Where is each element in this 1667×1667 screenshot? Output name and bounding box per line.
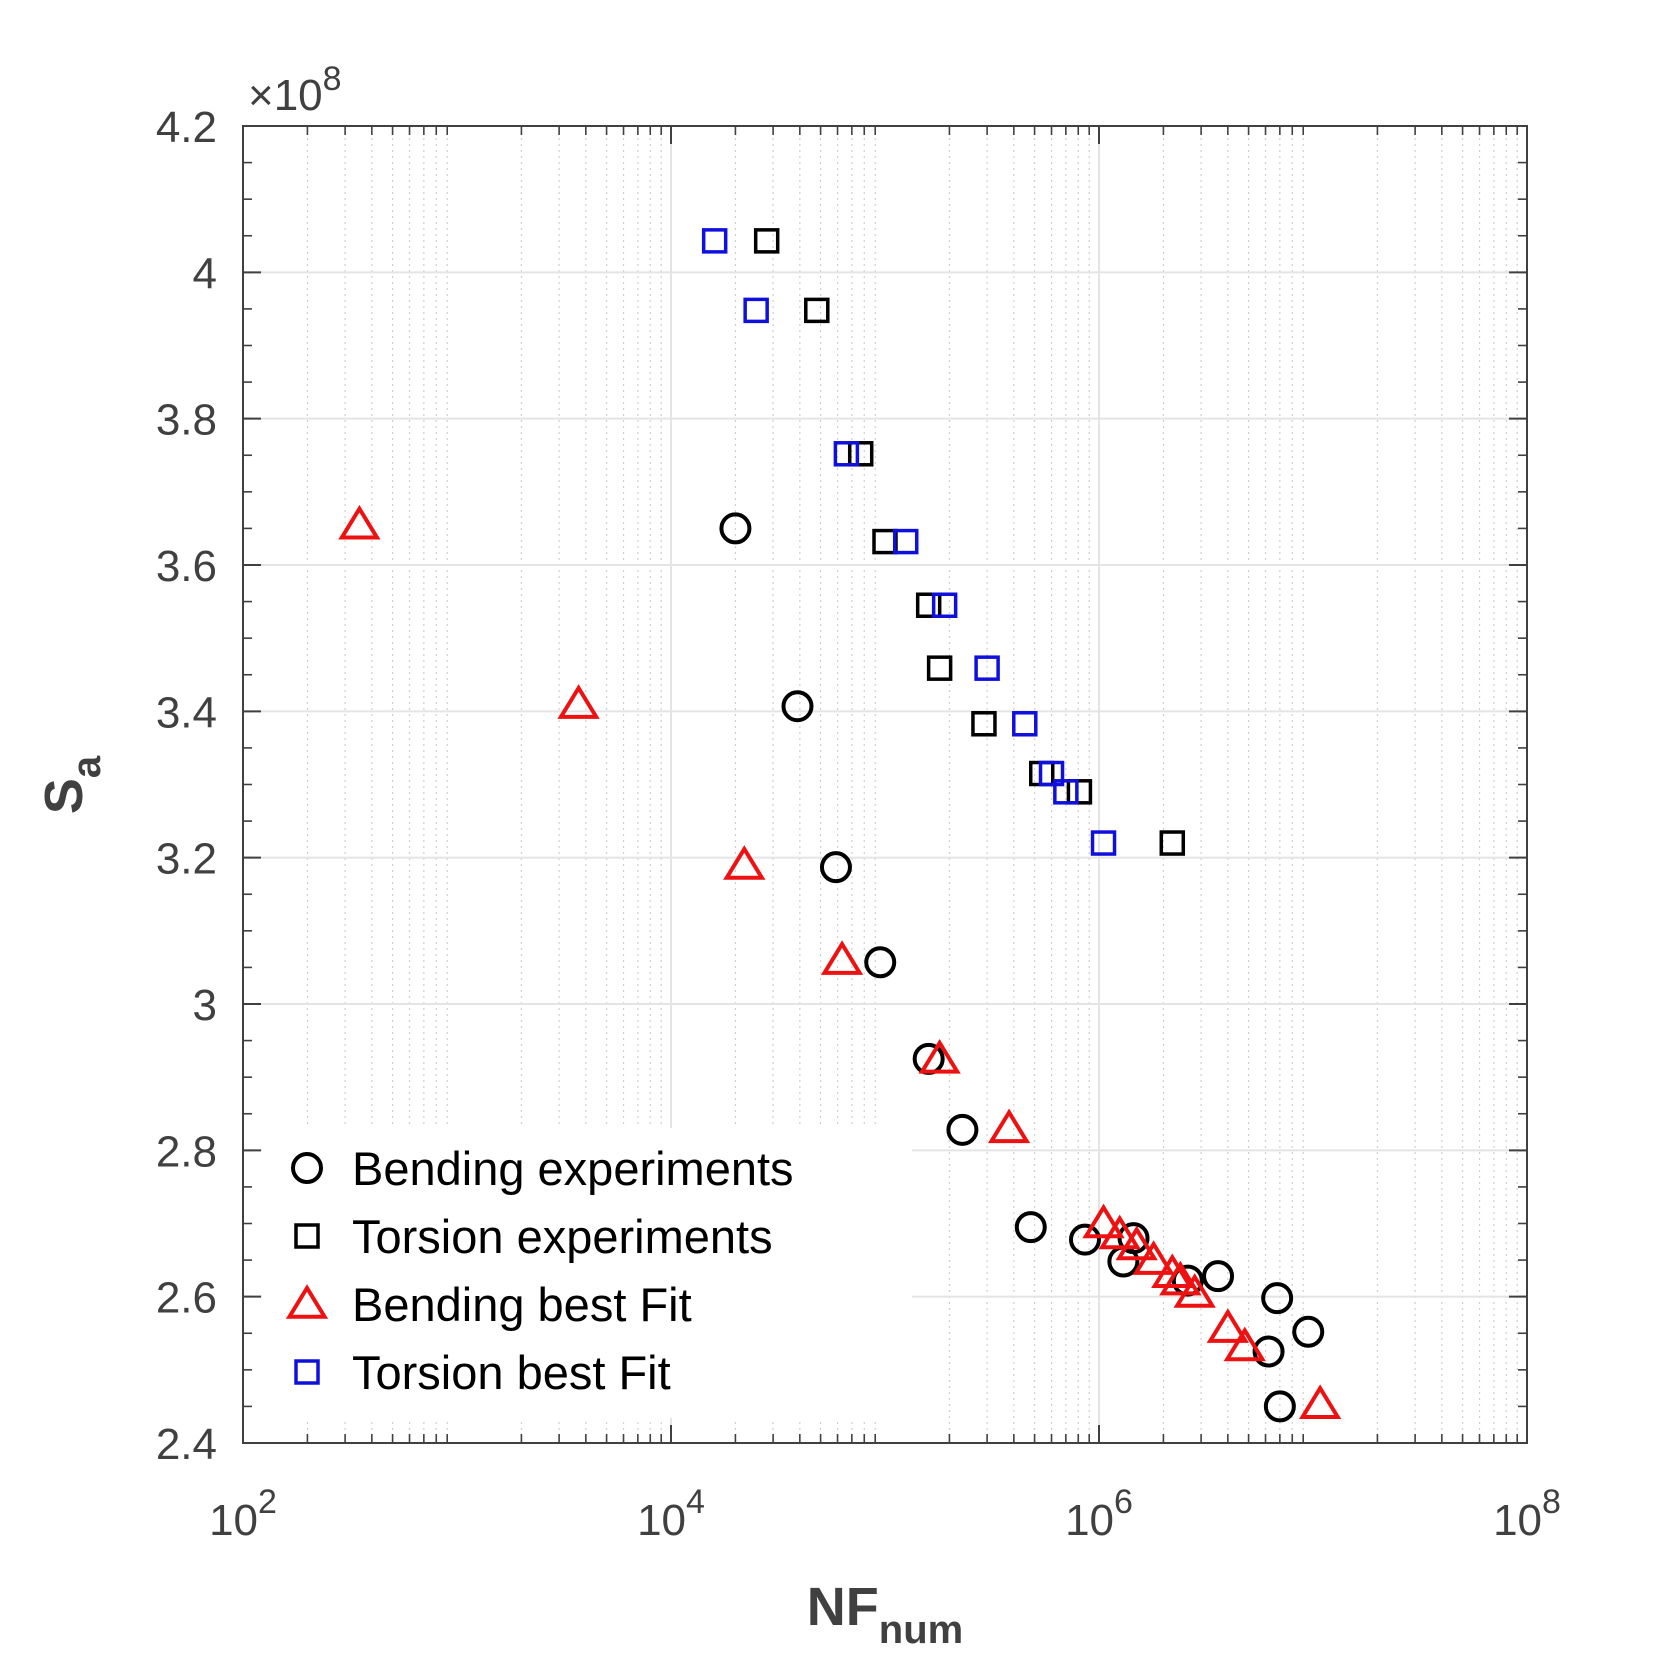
data-point [1090,830,1117,856]
x-tick-exponent: 6 [1114,1483,1133,1521]
data-point [1053,779,1079,805]
x-tick-base: 10 [1493,1496,1542,1545]
x-axis-label-main: NF [807,1577,879,1637]
x-tick-exponent: 4 [686,1483,705,1521]
x-tick-label: 102 [209,1483,277,1545]
legend-entry: Bending best Fit [352,1278,692,1331]
data-point [1202,1260,1235,1293]
data-points [338,228,1342,1423]
data-point [1298,1384,1342,1420]
data-point [1115,1225,1158,1261]
data-point [1151,1253,1194,1289]
data-point [1173,1273,1216,1308]
x-axis-label-subscript: num [879,1608,963,1652]
data-point [931,592,958,618]
data-point [833,441,860,467]
data-point [915,592,942,618]
data-point [1223,1326,1266,1362]
y-tick-label: 3.6 [156,542,217,591]
data-point [1206,1308,1250,1343]
data-point [847,441,874,467]
data-point [1132,1240,1175,1275]
legend-marker [294,1359,320,1385]
data-point [557,684,600,719]
data-point [1066,779,1093,805]
data-point [918,1039,961,1074]
data-point [1082,1203,1125,1239]
x-tick-base: 10 [209,1496,258,1545]
y-tick-label: 3 [193,981,217,1030]
data-point [719,512,752,545]
x-tick-exponent: 8 [1542,1483,1561,1521]
y-tick-label: 3.4 [156,688,217,737]
data-point [971,711,997,737]
x-tick-exponent: 2 [258,1483,277,1521]
data-point [892,528,919,555]
legend-marker [285,1284,329,1319]
data-point [1098,1214,1141,1250]
x-tick-base: 10 [637,1496,686,1545]
data-point [974,655,1000,681]
x-tick-label: 104 [637,1483,705,1545]
legend-marker [291,1152,323,1184]
y-tick-label: 3.8 [156,396,217,445]
data-point [864,946,897,979]
legend-box [262,1128,912,1418]
data-point [743,297,769,324]
data-point [753,228,780,254]
legend-entry: Torsion experiments [352,1210,773,1263]
legend: Bending experiments Torsion experiments Be… [262,1128,912,1418]
data-point [820,940,864,975]
data-point [1263,1390,1296,1423]
data-point [701,228,728,254]
y-multiplier: ×108 [248,60,342,120]
plot-frame [242,125,1528,1444]
y-tick-label: 4.2 [156,103,217,152]
y-tick-label: 2.8 [156,1127,217,1176]
legend-entry: Torsion best Fit [352,1346,671,1399]
x-tick-label: 106 [1065,1483,1133,1545]
data-point [926,655,953,681]
y-tick-label: 2.4 [156,1420,217,1469]
y-tick-label: 4 [193,249,217,298]
y-tick-label: 3.2 [156,835,217,884]
y-multiplier-base: ×10 [248,71,323,120]
legend-marker [294,1223,320,1249]
series-1 [753,228,1186,856]
data-point [819,851,852,884]
data-point [946,1113,979,1146]
x-tick-base: 10 [1065,1496,1114,1545]
y-tick-label: 2.6 [156,1274,217,1323]
data-point [723,845,766,880]
data-point [1159,1260,1202,1296]
data-point [804,297,830,324]
data-point [987,1108,1031,1144]
data-point [1261,1282,1294,1315]
data-point [781,690,814,723]
data-point [1068,1223,1101,1256]
x-axis-label: NFnum [807,1577,963,1652]
data-point [1038,760,1065,787]
series-2 [338,504,1342,1420]
y-axis-label: Sa [34,755,109,814]
series-0 [719,512,1325,1423]
axes [242,125,1528,1444]
legend-entry: Bending experiments [352,1142,794,1195]
data-point [1012,711,1038,737]
data-point [1292,1315,1325,1348]
data-point [338,504,381,540]
data-point [1159,830,1186,856]
data-point [1014,1211,1047,1244]
y-axis-label-subscript: a [65,755,109,778]
x-tick-label: 108 [1493,1483,1561,1545]
y-axis-label-main: S [34,778,94,814]
data-point [1252,1335,1285,1368]
y-multiplier-exponent: 8 [323,60,342,98]
series-3 [701,228,1117,856]
